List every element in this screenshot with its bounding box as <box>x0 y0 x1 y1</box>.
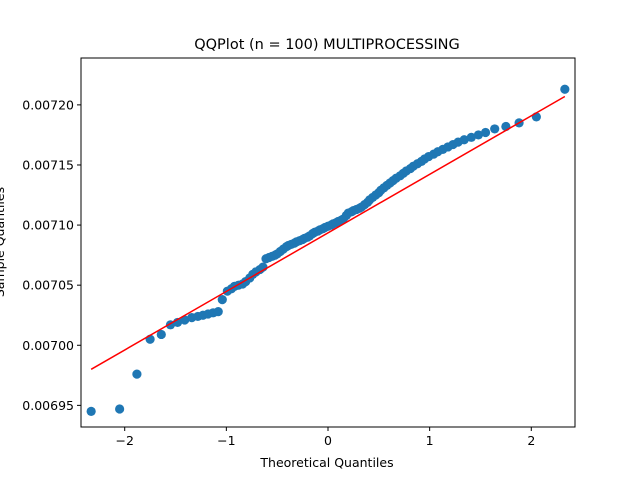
y-axis-label: Sample Quantiles <box>0 187 7 297</box>
chart-title: QQPlot (n = 100) MULTIPROCESSING <box>194 37 460 53</box>
x-axis: −2 −1 0 1 2 <box>115 427 535 448</box>
data-point <box>115 404 125 414</box>
data-point <box>560 84 570 94</box>
sample-points <box>86 84 570 416</box>
data-point <box>132 369 142 379</box>
y-tick-label: 0.00705 <box>22 278 74 293</box>
y-axis: 0.00695 0.00700 0.00705 0.00710 0.00715 0.007… <box>22 97 81 413</box>
x-tick-label: 1 <box>426 433 434 448</box>
data-point <box>217 294 227 305</box>
x-axis-label: Theoretical Quantiles <box>259 455 393 470</box>
x-tick-label: 2 <box>527 433 535 448</box>
y-tick-label: 0.00700 <box>22 338 74 353</box>
data-point <box>213 307 223 317</box>
data-point <box>156 329 166 340</box>
y-tick-label: 0.00715 <box>22 157 74 172</box>
data-point <box>180 315 190 325</box>
y-tick-label: 0.00710 <box>22 218 74 233</box>
y-tick-label: 0.00695 <box>22 398 74 413</box>
y-tick-label: 0.00720 <box>22 97 74 112</box>
x-tick-label: −1 <box>217 433 235 448</box>
data-point <box>459 135 469 145</box>
data-point <box>490 124 500 134</box>
x-tick-label: −2 <box>115 433 133 448</box>
reference-line <box>90 95 566 370</box>
data-point <box>466 132 476 142</box>
data-point <box>480 127 491 138</box>
x-tick-label: 0 <box>324 433 332 448</box>
data-point <box>473 130 484 140</box>
data-point <box>86 406 96 416</box>
